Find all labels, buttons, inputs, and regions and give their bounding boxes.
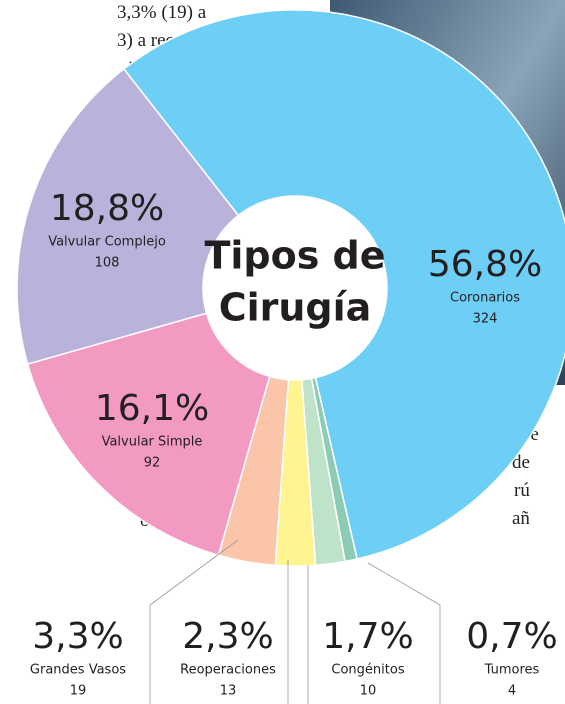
value-label: 18,8% xyxy=(50,188,164,229)
value-label: 0,7% xyxy=(466,616,557,657)
value-label: 56,8% xyxy=(428,244,542,285)
category-label: Grandes Vasos xyxy=(30,663,126,678)
category-label: Valvular Complejo xyxy=(48,235,166,250)
category-label: Reoperaciones xyxy=(180,663,276,678)
category-label: Tumores xyxy=(484,663,540,678)
count-label: 10 xyxy=(360,684,377,699)
value-label: 16,1% xyxy=(95,388,209,429)
count-label: 108 xyxy=(95,256,120,271)
page: 3,3% (19) a3) a reope-irugíasa tu-u----o… xyxy=(0,0,565,704)
count-label: 324 xyxy=(473,312,498,327)
count-label: 13 xyxy=(220,684,237,699)
text-fragment: añ xyxy=(512,508,530,529)
count-label: 4 xyxy=(508,684,516,699)
category-label: Coronarios xyxy=(450,291,520,306)
value-label: 2,3% xyxy=(182,616,273,657)
value-label: 1,7% xyxy=(322,616,413,657)
donut-chart: Tipos de Cirugía 56,8% Coronarios 324 0,7% Tum… xyxy=(17,10,565,699)
category-label: Congénitos xyxy=(331,663,404,678)
chart-title: Cirugía xyxy=(219,286,372,330)
category-label: Valvular Simple xyxy=(102,435,203,450)
count-label: 92 xyxy=(144,456,161,471)
value-label: 3,3% xyxy=(32,616,123,657)
count-label: 19 xyxy=(70,684,87,699)
text-fragment: 3,3% (19) a xyxy=(117,2,207,23)
text-fragment: rú xyxy=(514,480,530,501)
chart-title: Tipos de xyxy=(204,234,385,278)
